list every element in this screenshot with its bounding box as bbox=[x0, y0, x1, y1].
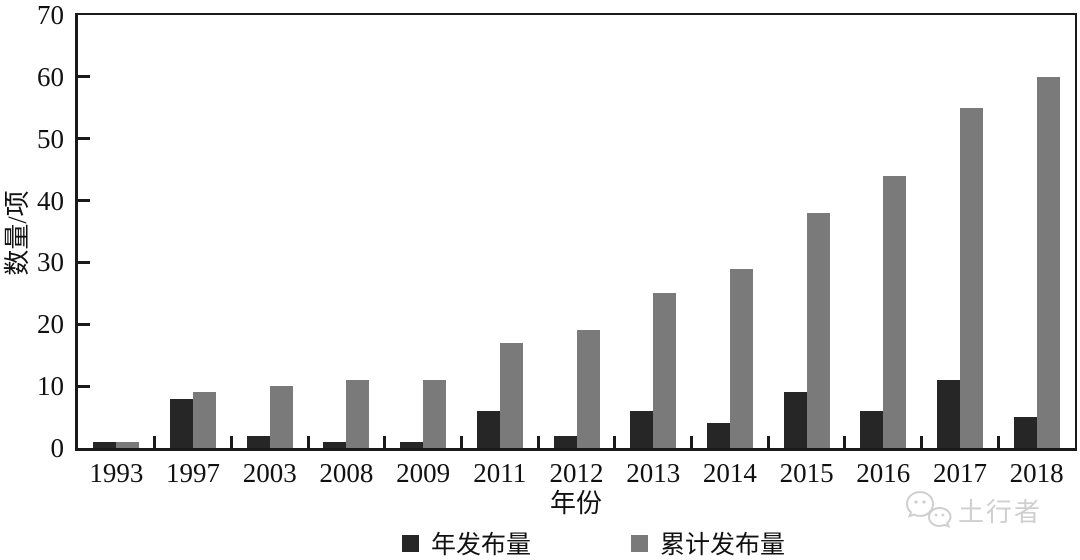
bar-cumulative-2014 bbox=[729, 268, 753, 448]
x-tick-label-2015: 2015 bbox=[779, 458, 834, 488]
legend-swatch-cumulative bbox=[631, 534, 649, 552]
legend-swatch-annual bbox=[402, 534, 419, 552]
x-tick-label-2014: 2014 bbox=[702, 458, 757, 488]
x-tick-label-1997: 1997 bbox=[166, 458, 221, 488]
x-axis-title: 年份 bbox=[549, 489, 602, 518]
x-tick-mark-10 bbox=[843, 436, 847, 448]
plot-area bbox=[75, 13, 1077, 451]
x-tick-label-2011: 2011 bbox=[473, 458, 527, 488]
y-tick-mark-60 bbox=[78, 75, 90, 79]
bar-annual-2009 bbox=[400, 441, 424, 448]
x-tick-mark-1 bbox=[153, 436, 157, 448]
x-tick-label-2016: 2016 bbox=[856, 458, 911, 488]
bar-annual-2012 bbox=[553, 435, 577, 448]
y-tick-mark-50 bbox=[78, 137, 90, 141]
bar-annual-2011 bbox=[476, 410, 500, 448]
x-tick-label-2009: 2009 bbox=[396, 458, 451, 488]
y-tick-mark-40 bbox=[78, 199, 90, 203]
x-tick-mark-6 bbox=[536, 436, 540, 448]
x-tick-mark-2 bbox=[229, 436, 233, 448]
x-tick-label-2013: 2013 bbox=[626, 458, 681, 488]
bar-annual-2003 bbox=[246, 435, 270, 448]
bar-cumulative-2012 bbox=[576, 330, 600, 448]
wechat-icon bbox=[906, 491, 952, 528]
bar-cumulative-2018 bbox=[1036, 76, 1060, 448]
y-tick-label-0: 0 bbox=[50, 433, 65, 463]
y-tick-label-40: 40 bbox=[37, 185, 64, 216]
bar-annual-1997 bbox=[170, 398, 194, 448]
x-tick-mark-4 bbox=[383, 436, 387, 448]
y-axis-tick-labels: 0 10 20 30 40 50 60 70 bbox=[0, 0, 64, 463]
y-tick-label-10: 10 bbox=[37, 371, 64, 402]
bar-annual-2013 bbox=[630, 410, 654, 448]
bar-cumulative-2015 bbox=[806, 212, 830, 448]
x-tick-label-2008: 2008 bbox=[319, 458, 374, 488]
x-tick-label-1993: 1993 bbox=[89, 458, 144, 488]
y-tick-label-20: 20 bbox=[37, 309, 64, 340]
bar-cumulative-2008 bbox=[346, 379, 370, 448]
x-tick-mark-8 bbox=[690, 436, 694, 448]
y-tick-mark-10 bbox=[78, 384, 90, 388]
bar-annual-2017 bbox=[936, 379, 960, 448]
bar-annual-1993 bbox=[93, 441, 117, 448]
legend-label-cumulative: 累计发布量 bbox=[660, 532, 786, 559]
x-tick-mark-9 bbox=[766, 436, 770, 448]
bar-cumulative-2003 bbox=[269, 386, 293, 448]
x-tick-mark-3 bbox=[306, 436, 310, 448]
y-tick-label-70: 70 bbox=[37, 0, 64, 30]
x-tick-mark-7 bbox=[613, 436, 617, 448]
bar-cumulative-2009 bbox=[423, 379, 447, 448]
bar-cumulative-2013 bbox=[653, 293, 677, 448]
bar-annual-2014 bbox=[706, 423, 730, 448]
legend: 年发布量 累计发布量 bbox=[402, 528, 786, 559]
bar-cumulative-2011 bbox=[499, 342, 523, 448]
y-tick-label-50: 50 bbox=[37, 123, 64, 154]
bar-annual-2015 bbox=[783, 392, 807, 448]
x-tick-mark-5 bbox=[459, 436, 463, 448]
bar-annual-2008 bbox=[323, 441, 347, 448]
x-tick-label-2017: 2017 bbox=[932, 458, 987, 488]
x-tick-label-2018: 2018 bbox=[1009, 458, 1064, 488]
x-tick-mark-11 bbox=[920, 436, 924, 448]
bar-cumulative-2017 bbox=[959, 107, 983, 448]
y-tick-label-30: 30 bbox=[37, 247, 64, 278]
y-axis-title: 数量/项 bbox=[3, 190, 32, 276]
legend-label-annual: 年发布量 bbox=[431, 532, 532, 559]
bar-annual-2016 bbox=[860, 410, 884, 448]
y-tick-mark-30 bbox=[78, 260, 90, 264]
x-tick-label-2003: 2003 bbox=[242, 458, 297, 488]
bar-cumulative-2016 bbox=[883, 175, 907, 448]
y-tick-mark-20 bbox=[78, 322, 90, 326]
watermark: 土行者 bbox=[906, 490, 1042, 530]
bar-cumulative-1993 bbox=[116, 441, 140, 448]
bar-cumulative-1997 bbox=[193, 392, 217, 448]
x-tick-label-2012: 2012 bbox=[549, 458, 604, 488]
watermark-text: 土行者 bbox=[958, 497, 1043, 527]
y-tick-label-60: 60 bbox=[37, 61, 64, 92]
bar-annual-2018 bbox=[1013, 417, 1037, 448]
x-tick-mark-12 bbox=[996, 436, 1000, 448]
